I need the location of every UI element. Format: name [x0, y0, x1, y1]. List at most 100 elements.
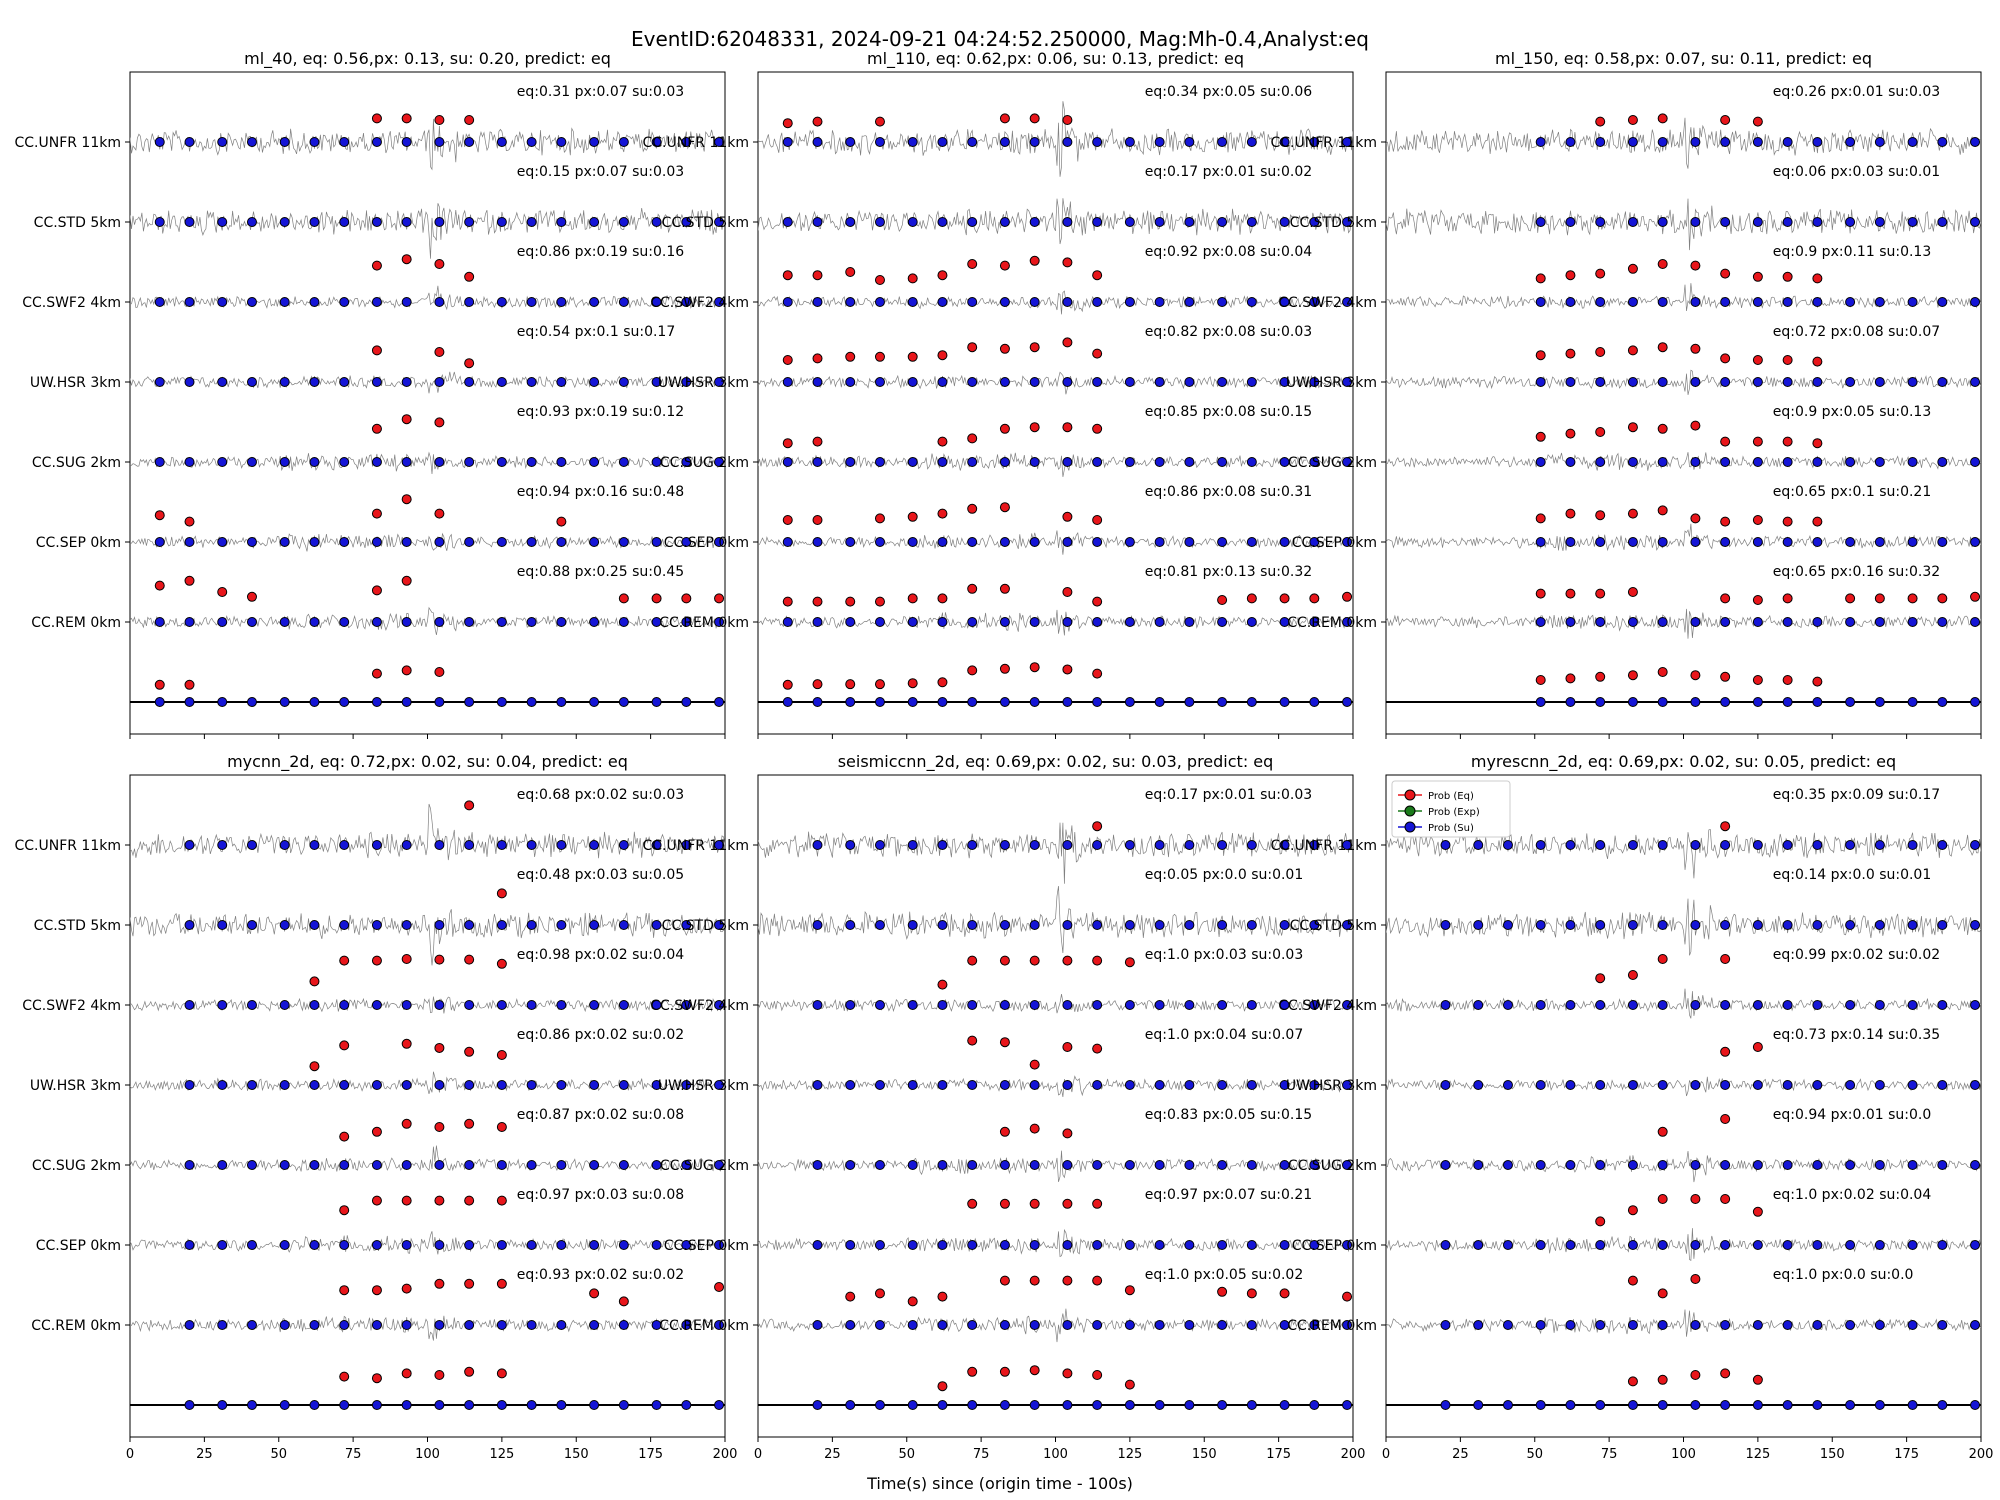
su-prob-point: [907, 1400, 918, 1410]
su-prob-point: [371, 377, 382, 387]
su-prob-point: [1473, 1240, 1484, 1250]
station-score: eq:0.82 px:0.08 su:0.03: [1145, 324, 1312, 340]
su-prob-point: [1752, 840, 1763, 850]
su-prob-point: [812, 840, 823, 850]
su-prob-point: [681, 137, 692, 147]
panel-title: seismiccnn_2d, eq: 0.69,px: 0.02, su: 0.…: [838, 752, 1274, 772]
eq-prob-point: [434, 508, 445, 519]
su-prob-point: [1782, 1000, 1793, 1010]
su-prob-point: [1535, 137, 1546, 147]
eq-prob-point: [999, 502, 1010, 513]
su-prob-point: [1092, 1320, 1103, 1330]
su-prob-point: [1062, 1400, 1073, 1410]
su-prob-point: [1874, 217, 1885, 227]
eq-prob-point: [1092, 348, 1103, 359]
su-prob-point: [1309, 697, 1320, 707]
eq-prob-point: [371, 1285, 382, 1296]
su-prob-point: [681, 1400, 692, 1410]
su-prob-point: [1752, 297, 1763, 307]
su-prob-point: [1907, 1400, 1918, 1410]
eq-prob-point: [401, 494, 412, 505]
su-prob-point: [1502, 1160, 1513, 1170]
su-prob-point: [1342, 1400, 1353, 1410]
station-score: eq:1.0 px:0.04 su:0.07: [1145, 1027, 1304, 1043]
x-tick-label: 125: [489, 1447, 514, 1462]
eq-prob-point: [309, 1061, 320, 1072]
su-prob-point: [526, 1240, 537, 1250]
station-label: CC.SUG 2km: [660, 455, 749, 471]
panel-title: mycnn_2d, eq: 0.72,px: 0.02, su: 0.04, p…: [227, 752, 628, 772]
x-tick-label: 100: [415, 1447, 440, 1462]
su-prob-point: [589, 137, 600, 147]
su-prob-point: [309, 617, 320, 627]
su-prob-point: [339, 137, 350, 147]
su-prob-point: [279, 457, 290, 467]
eq-prob-point: [371, 345, 382, 356]
su-prob-point: [1309, 1320, 1320, 1330]
su-prob-point: [1657, 697, 1668, 707]
su-prob-point: [1595, 1240, 1606, 1250]
su-prob-point: [1970, 840, 1981, 850]
su-prob-point: [1092, 920, 1103, 930]
su-prob-point: [217, 1080, 228, 1090]
su-prob-point: [1627, 1320, 1638, 1330]
su-prob-point: [967, 1160, 978, 1170]
eq-prob-point: [1029, 422, 1040, 433]
su-prob-point: [371, 1080, 382, 1090]
su-prob-point: [1124, 697, 1135, 707]
su-prob-point: [618, 377, 629, 387]
eq-prob-point: [845, 1291, 856, 1302]
su-prob-point: [1217, 1400, 1228, 1410]
station-score: eq:0.26 px:0.01 su:0.03: [1773, 84, 1940, 100]
su-prob-point: [1845, 137, 1856, 147]
su-prob-point: [1907, 1000, 1918, 1010]
eq-prob-point: [907, 1296, 918, 1307]
eq-prob-point: [496, 1278, 507, 1289]
su-prob-point: [1812, 137, 1823, 147]
su-prob-point: [526, 137, 537, 147]
su-prob-point: [845, 617, 856, 627]
station-label: CC.UNFR 11km: [1270, 135, 1377, 151]
station-score: eq:0.81 px:0.13 su:0.32: [1145, 564, 1312, 580]
su-prob-point: [907, 137, 918, 147]
su-prob-point: [434, 537, 445, 547]
su-prob-point: [184, 840, 195, 850]
station-score: eq:0.94 px:0.16 su:0.48: [517, 484, 684, 500]
su-prob-point: [1279, 1080, 1290, 1090]
su-prob-point: [1062, 697, 1073, 707]
su-prob-point: [1970, 297, 1981, 307]
eq-prob-point: [1029, 342, 1040, 353]
eq-prob-point: [1565, 270, 1576, 281]
su-prob-point: [1874, 1400, 1885, 1410]
su-prob-point: [1845, 457, 1856, 467]
su-prob-point: [1565, 697, 1576, 707]
su-prob-point: [812, 1080, 823, 1090]
su-prob-point: [1690, 1000, 1701, 1010]
su-prob-point: [1845, 1400, 1856, 1410]
su-prob-point: [1690, 840, 1701, 850]
eq-prob-point: [1029, 662, 1040, 673]
su-prob-point: [246, 297, 257, 307]
su-prob-point: [1124, 1240, 1135, 1250]
su-prob-point: [217, 1240, 228, 1250]
eq-prob-point: [999, 583, 1010, 594]
panel-plot-area: [758, 101, 1353, 707]
x-tick-label: 25: [196, 1447, 213, 1462]
su-prob-point: [1279, 617, 1290, 627]
su-prob-point: [1342, 697, 1353, 707]
su-prob-point: [681, 217, 692, 227]
su-prob-point: [845, 697, 856, 707]
eq-prob-point: [371, 1195, 382, 1206]
eq-prob-point: [782, 596, 793, 607]
su-prob-point: [1970, 920, 1981, 930]
x-tick-label: 150: [1192, 1447, 1217, 1462]
x-tick-label: 100: [1671, 1447, 1696, 1462]
su-prob-point: [1595, 377, 1606, 387]
eq-prob-point: [937, 1291, 948, 1302]
eq-prob-point: [1782, 355, 1793, 365]
eq-prob-point: [1907, 593, 1918, 604]
su-prob-point: [464, 1160, 475, 1170]
su-prob-point: [1565, 537, 1576, 547]
su-prob-point: [246, 697, 257, 707]
su-prob-point: [999, 137, 1010, 147]
